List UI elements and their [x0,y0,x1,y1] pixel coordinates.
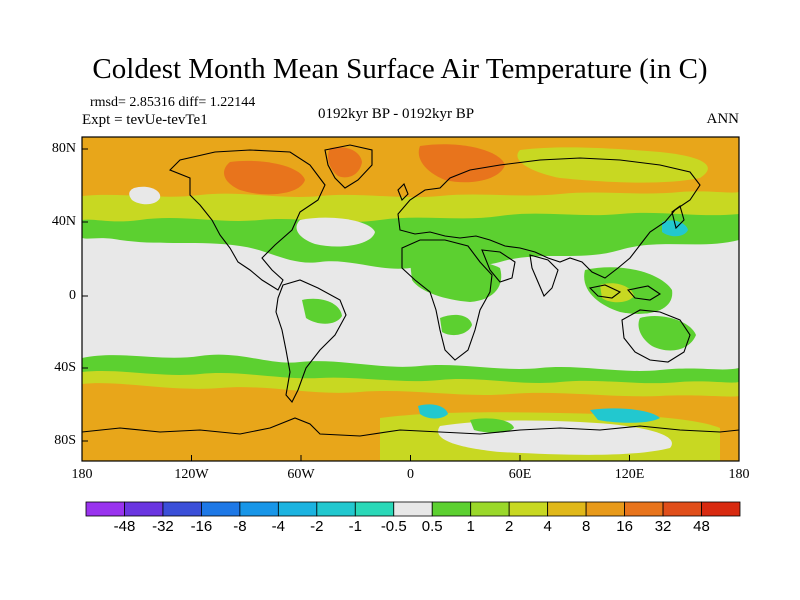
lon-tick-label: 180 [728,467,750,482]
colorbar-label: -4 [271,518,286,535]
lon-tick-label: 120W [174,467,209,482]
lon-tick-label: 120E [614,467,645,482]
colorbar-label: -32 [152,518,174,535]
colorbar-label: 16 [616,518,633,535]
pacific-cyan-spot [662,220,688,237]
colorbar-swatch [124,501,164,517]
colorbar-label: -0.5 [380,518,407,535]
colorbar-swatch [470,501,510,517]
colorbar-label: 8 [581,518,591,535]
coast-antarctica [82,417,739,437]
colorbar-label: 32 [654,518,672,535]
lat-tick-label: 40S [54,360,76,375]
colorbar-label: -16 [190,518,213,535]
coast-india [529,254,559,297]
lat-tick-label: 80N [51,141,76,156]
colorbar-swatch [393,501,433,517]
colorbar-swatch [277,501,318,517]
colorbar-swatch [585,501,625,517]
colorbar-label: -1 [348,518,362,535]
atlantic-white-hole [296,217,375,247]
lat-tick-label: 40N [51,214,76,229]
period-label: 0192kyr BP - 0192kyr BP [318,106,475,122]
colorbar-swatch [701,501,741,517]
colorbar-label: 2 [505,518,514,535]
lon-tick-label: 0 [407,467,414,482]
colorbar-label: 4 [543,518,552,535]
africa-green [410,258,502,302]
greenland-hot-patch [328,147,362,178]
colorbar-swatch [162,501,202,517]
colorbar [85,501,741,517]
australia-green [638,315,696,351]
colorbar-swatch [239,501,279,517]
colorbar-swatch [508,501,549,517]
colorbar-label: -48 [113,518,136,535]
amazon-green [302,298,342,324]
lon-tick-label: 60E [508,467,532,482]
colorbar-swatch [431,501,472,517]
map-title: Coldest Month Mean Surface Air Temperatu… [92,53,708,85]
colorbar-label: 0.5 [421,518,443,535]
colorbar-swatch [624,501,664,517]
colorbar-label: 1 [466,518,475,535]
colorbar-swatch [547,501,587,517]
colorbar-swatch [354,501,395,517]
antarctic-cyan-1 [418,404,448,419]
axis-tickmarks [81,148,740,461]
coast-greenland [324,144,373,189]
antarctic-green [470,418,514,433]
siberia-hot-patch [418,144,505,183]
colorbar-label: -8 [233,518,247,535]
coast-arabia [481,249,516,283]
lat-tick-label: 80S [54,433,76,448]
coast-japan [671,205,685,230]
colorbar-swatch [201,501,241,517]
lon-tick-label: 180 [71,467,93,482]
coast-africa [401,239,493,361]
experiment-label: Expt = tevUe-tevTe1 [82,112,208,128]
north-yellow-band [82,191,739,222]
colorbar-swatch [316,501,356,517]
lon-tick-label: 60W [287,467,315,482]
coast-indonesia [588,284,662,301]
temperature-fields [82,137,739,461]
coast-north-america [169,149,326,291]
colorbar-label: 48 [693,518,710,535]
antarctic-cyan-2 [590,408,660,423]
pacific-white-hole [129,186,161,205]
colorbar-swatch [85,501,125,517]
coast-eurasia [397,157,701,279]
season-label: ANN [706,111,740,127]
coast-australia [621,309,691,363]
arctic-green-patch [517,147,708,183]
canada-hot-patch [224,160,305,195]
colorbar-swatch [662,501,702,517]
lat-tick-label: 0 [69,288,76,303]
stats-label: rmsd= 2.85316 diff= 1.22144 [90,95,256,110]
coast-south-america [275,279,347,403]
africa-lower-green [440,314,472,336]
coastlines [82,144,739,437]
coast-uk [397,183,409,201]
colorbar-label: -2 [310,518,324,535]
